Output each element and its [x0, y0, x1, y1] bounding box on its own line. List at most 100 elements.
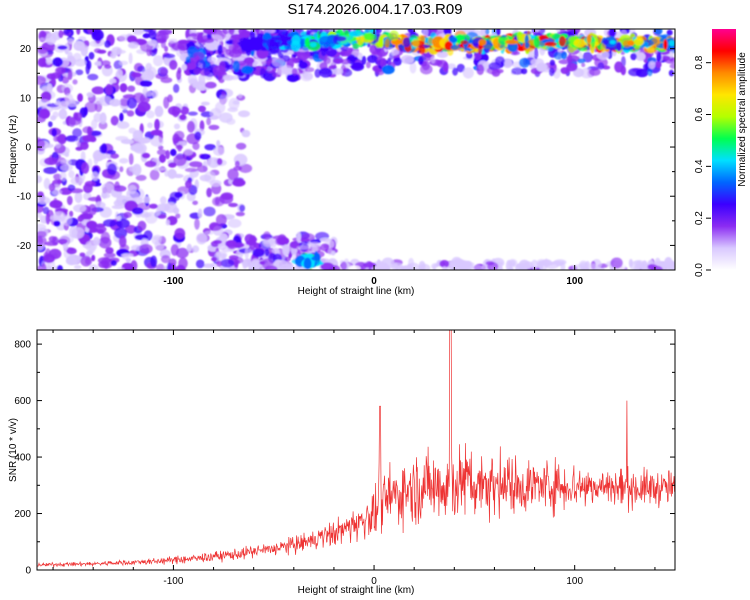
spectrogram-cell	[544, 261, 559, 270]
spectrogram-cell	[43, 166, 58, 175]
spectrogram-cell	[664, 257, 673, 269]
spectrogram-cell	[216, 140, 221, 148]
spectrogram-cell	[147, 66, 157, 79]
spectrogram-cell	[256, 59, 267, 67]
spectrogram-cell	[378, 36, 384, 48]
spectrogram-cell	[253, 38, 258, 47]
spectrogram-cell	[496, 29, 501, 37]
spectrogram-cell	[67, 69, 73, 80]
spectrogram-cell	[158, 29, 173, 35]
spectrogram-cell	[70, 176, 85, 185]
spectrogram-cell	[668, 69, 675, 77]
spectrogram-cell	[230, 34, 244, 40]
x-tick-label: -100	[163, 276, 183, 287]
spectrogram-cell	[156, 38, 167, 44]
spectrogram-cell	[284, 256, 291, 262]
spectrogram-cell	[41, 263, 47, 270]
spectrogram-cell	[139, 243, 153, 254]
spectrogram-cell	[166, 262, 172, 270]
spectrogram-cell	[609, 40, 616, 45]
y-axis-label: SNR (10 * v/v)	[8, 418, 19, 482]
spectrogram-cell	[213, 146, 225, 156]
spectrogram-cell	[141, 152, 151, 159]
spectrogram-cell	[196, 165, 208, 173]
spectrogram-cell	[185, 56, 191, 63]
spectrogram-cell	[60, 159, 72, 166]
spectrogram-cell	[87, 196, 102, 202]
spectrogram-cell	[227, 107, 238, 113]
spectrogram-cell	[96, 49, 107, 54]
spectrogram-cell	[602, 39, 609, 45]
spectrogram-cell	[663, 39, 668, 51]
spectrogram-cell	[156, 149, 167, 156]
spectrogram-cell	[228, 29, 235, 35]
spectrogram-cell	[51, 128, 57, 137]
spectrogram-frame	[36, 28, 676, 271]
spectrogram-cell	[116, 267, 125, 270]
spectrogram-cell	[263, 231, 271, 241]
snr-panel: 0 200 400 600 800 -100 0 100 Height of straight …	[8, 329, 676, 596]
spectrogram-cell	[203, 29, 217, 35]
spectrogram-cell	[124, 224, 137, 234]
spectrogram-cell	[422, 29, 429, 38]
spectrogram-cell	[524, 261, 534, 270]
spectrogram-cell	[519, 57, 531, 68]
spectrogram-cell	[63, 29, 70, 35]
spectrogram-cell	[184, 167, 198, 173]
spectrogram-cell	[418, 56, 424, 65]
spectrogram-cell	[59, 171, 67, 182]
spectrogram-cell	[110, 260, 117, 266]
spectrogram-cell	[533, 47, 539, 60]
spectrogram-cell	[577, 58, 586, 64]
spectrogram-cell	[361, 55, 367, 65]
spectrogram-cell	[168, 162, 177, 168]
spectrogram-cell	[548, 67, 555, 77]
spectrogram-cell	[219, 93, 229, 104]
spectrogram-cell	[79, 252, 86, 258]
spectrogram-cell	[239, 204, 246, 212]
spectrogram-cell	[300, 71, 313, 82]
spectrogram-cell	[67, 38, 74, 44]
spectrogram-cell	[100, 231, 111, 244]
spectrogram-cell	[393, 262, 398, 269]
spectrogram-cell	[472, 42, 479, 47]
spectrogram-cell	[392, 57, 402, 66]
spectrogram-cell	[65, 99, 79, 107]
spectrogram-cell	[213, 239, 223, 245]
spectrogram-cell	[109, 98, 121, 107]
spectrogram-cell	[116, 69, 123, 79]
spectrogram-cell	[57, 238, 68, 245]
spectrogram-cell	[538, 260, 548, 266]
spectrogram-cell	[177, 144, 182, 152]
spectrogram-cell	[158, 145, 164, 150]
spectrogram-cell	[132, 130, 144, 142]
spectrogram-cell	[304, 67, 315, 73]
spectrogram-cell	[147, 122, 153, 129]
spectrogram-cell	[402, 37, 411, 48]
spectrogram-cell	[376, 56, 384, 66]
spectrogram-cell	[216, 158, 223, 166]
spectrogram-cell	[188, 184, 198, 196]
spectrogram-cell	[111, 205, 125, 210]
spectrogram-cell	[641, 260, 648, 270]
spectrogram-cell	[264, 265, 278, 270]
spectrogram-cell	[173, 123, 181, 130]
spectrogram-cell	[187, 111, 198, 116]
spectrogram-cell	[188, 161, 203, 168]
spectrogram-cell	[127, 85, 136, 92]
spectrogram-cell	[82, 126, 94, 134]
spectrogram-cell	[647, 264, 658, 269]
spectrogram-cell	[242, 259, 248, 269]
spectrogram-cell	[215, 250, 228, 259]
spectrogram-cell	[203, 206, 216, 217]
spectrogram-cell	[91, 86, 105, 95]
spectrogram-cell	[106, 150, 116, 155]
spectrogram-cell	[55, 101, 62, 106]
spectrogram-cell	[139, 80, 153, 87]
spectrogram-cell	[485, 29, 490, 35]
spectrogram-cell	[647, 46, 655, 54]
colorbar-tick-label: 0.0	[694, 263, 705, 277]
spectrogram-cell	[610, 257, 623, 269]
spectrogram-cell	[181, 63, 187, 71]
spectrogram-cell	[183, 148, 194, 156]
